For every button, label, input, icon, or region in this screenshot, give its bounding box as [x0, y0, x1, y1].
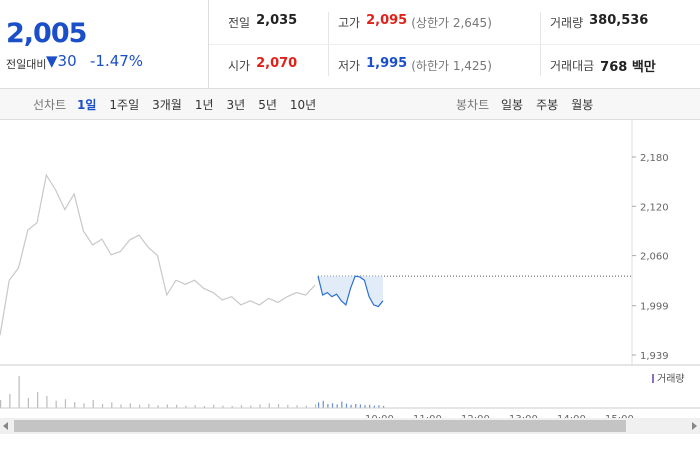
- volume-bar: [364, 405, 366, 408]
- volume-bar: [322, 400, 324, 408]
- scrollbar-thumb: [14, 420, 626, 432]
- cell-label: 거래량: [550, 16, 584, 30]
- volume-bar: [359, 404, 361, 408]
- volume-bar: [250, 405, 252, 408]
- tab[interactable]: 1년: [194, 98, 214, 112]
- volume-bar: [345, 403, 348, 408]
- volume-bar: [185, 405, 187, 408]
- volume-bar: [277, 404, 280, 408]
- volume-bar: [355, 404, 357, 408]
- volume-bar: [327, 404, 329, 408]
- volume-bar: [120, 404, 122, 408]
- y-tick-label: 2,060: [640, 252, 669, 263]
- cell-label: 저가: [338, 59, 361, 73]
- volume-bar: [166, 404, 168, 408]
- volume-bar: [0, 400, 2, 408]
- price: 2,005: [6, 18, 87, 49]
- volume-bar: [176, 404, 178, 408]
- volume-bar: [231, 406, 233, 408]
- cell-note: (하한가 1,425): [411, 59, 492, 73]
- cell-value: 2,070: [256, 56, 298, 71]
- volume-bar: [296, 405, 298, 408]
- volume-bar: [305, 405, 307, 408]
- tab[interactable]: 1주일: [109, 98, 140, 112]
- y-tick-label: 2,180: [640, 153, 669, 164]
- volume-bar: [148, 404, 150, 408]
- volume-bar: [222, 405, 224, 408]
- volume-bar: [64, 399, 67, 408]
- tab[interactable]: 5년: [258, 98, 277, 112]
- volume-bar: [111, 402, 113, 408]
- volume-bar: [101, 404, 104, 408]
- tab[interactable]: 3년: [226, 98, 246, 112]
- volume-bar: [46, 396, 48, 408]
- tab[interactable]: 3개월: [152, 98, 182, 112]
- tab[interactable]: 주봉: [536, 98, 559, 112]
- volume-bar: [350, 404, 352, 408]
- price-line: [0, 173, 316, 336]
- change-label: 전일대비: [6, 58, 47, 71]
- y-tick-label: 1,939: [640, 351, 669, 362]
- volume-bar: [373, 405, 375, 408]
- row-divider: [209, 44, 700, 45]
- cell-label: 고가: [338, 16, 361, 30]
- volume-bar: [18, 376, 20, 408]
- volume-bar: [83, 403, 85, 408]
- volume-bar: [315, 404, 317, 408]
- volume-bar: [92, 400, 94, 408]
- change-rate: -1.47%: [90, 52, 144, 70]
- volume-bar: [336, 404, 338, 408]
- cell-value: 2,035: [256, 13, 298, 28]
- cell-label: 거래대금: [550, 59, 595, 73]
- volume-bar: [378, 405, 380, 408]
- volume-bar: [138, 404, 141, 408]
- cell-value: 2,095: [366, 13, 408, 28]
- volume-bar: [27, 398, 29, 408]
- tab[interactable]: 1일: [77, 98, 97, 112]
- cell-note: (상한가 2,645): [411, 16, 492, 30]
- cell-label: 시가: [228, 59, 251, 73]
- volume-bar: [203, 406, 206, 408]
- volume-bar: [369, 404, 371, 408]
- cell-value: 768 백만: [600, 60, 656, 75]
- volume-bar: [37, 392, 39, 408]
- scroll-left: [3, 422, 8, 430]
- chart: 2,1802,1202,0601,9991,939거래량10:0011:0012…: [0, 120, 700, 434]
- volume-bar: [55, 400, 57, 408]
- volume-bar: [157, 405, 159, 408]
- volume-bar: [268, 403, 270, 408]
- scroll-right: [692, 422, 697, 430]
- change: ▼30: [46, 52, 77, 70]
- volume-bar: [287, 404, 289, 408]
- tab-label: 선차트: [33, 98, 67, 112]
- tab[interactable]: 10년: [289, 98, 317, 112]
- tab-label: 봉차트: [456, 98, 490, 112]
- volume-legend: 거래량: [657, 373, 685, 385]
- volume-bar: [341, 401, 343, 408]
- volume-bar: [129, 403, 131, 408]
- volume-bar: [318, 402, 320, 408]
- volume-bar: [194, 405, 196, 408]
- price-panel: 2,005 전일대비 ▼30 -1.47%: [0, 0, 209, 88]
- volume-bar: [259, 404, 261, 408]
- y-tick-label: 1,999: [640, 302, 669, 313]
- cell-value: 380,536: [589, 13, 649, 28]
- volume-bar: [9, 394, 11, 408]
- volume-bar: [383, 406, 385, 408]
- cell-label: 전일: [228, 16, 251, 30]
- tab[interactable]: 일봉: [501, 98, 524, 112]
- volume-bar: [74, 402, 76, 408]
- volume-bar: [240, 405, 243, 408]
- y-tick-label: 2,120: [640, 202, 669, 213]
- volume-bar: [213, 404, 215, 408]
- tab[interactable]: 월봉: [571, 98, 594, 112]
- cell-value: 1,995: [366, 56, 408, 71]
- volume-bar: [331, 403, 334, 408]
- tab-bar: 선차트 1일 1주일 3개월 1년 3년 5년 10년 봉차트 일봉 주봉 월봉: [0, 88, 700, 120]
- price-line: [317, 275, 384, 308]
- legend-swatch: [652, 374, 654, 383]
- area: [318, 276, 383, 307]
